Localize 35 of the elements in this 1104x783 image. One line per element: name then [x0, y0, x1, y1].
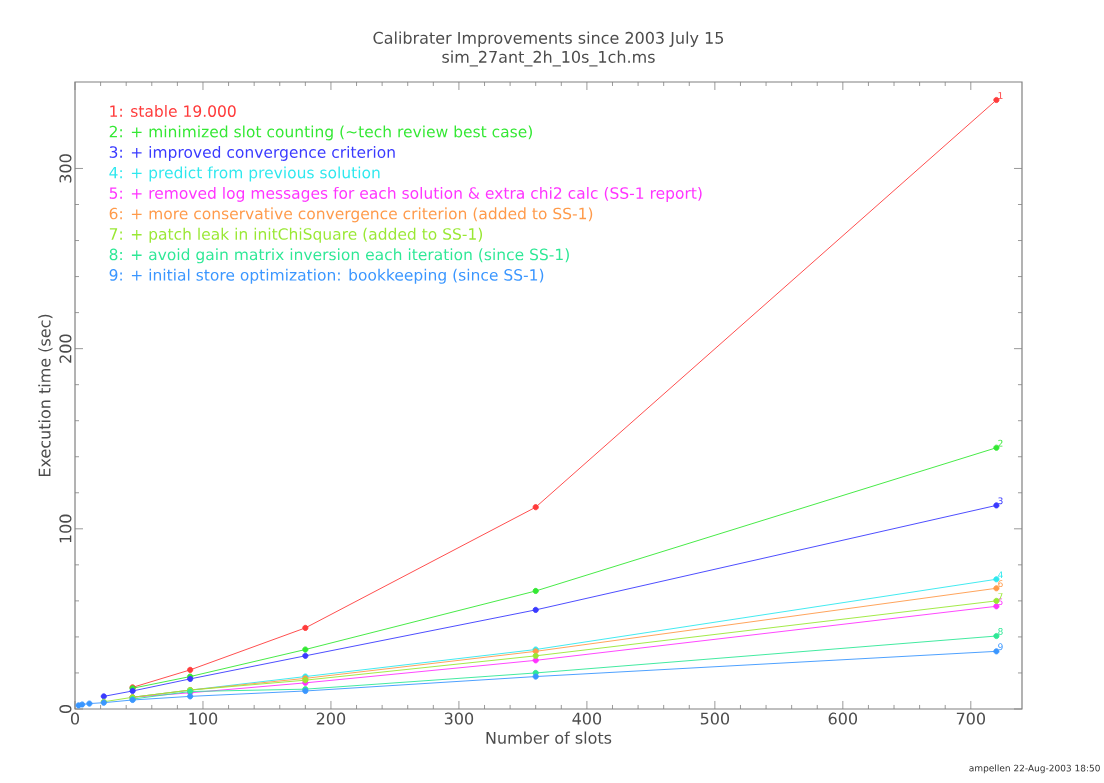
annotation: 6: [998, 580, 1003, 588]
text: 6: + more conservative convergence criterion (added to SS-1): [109, 207, 593, 223]
text: 1: stable 19.000: [110, 104, 236, 117]
text: ampellen 22-Aug-2003 18:50: [969, 764, 1100, 774]
chart-subtitle: sim_27ant_2h_10s_1ch.ms: [442, 50, 655, 67]
annotation: 1: [998, 92, 1003, 99]
x-tick-label: 300: [444, 712, 474, 725]
x-tick-label: 0: [70, 712, 80, 725]
text: 3: + improved convergence criterion: [109, 145, 395, 161]
x-tick-label: 100: [189, 712, 218, 725]
y-tick-label: 300: [59, 154, 72, 183]
annotation: 2: [998, 439, 1003, 447]
x-tick-label: 700: [956, 712, 985, 725]
annotation: 8: [998, 628, 1003, 635]
x-tick-label: 500: [700, 712, 730, 725]
y-tick-label: 100: [59, 514, 72, 543]
x-tick-label: 200: [316, 712, 346, 725]
x-axis-title: Number of slots: [486, 731, 612, 744]
chart-title: Calibrater Improvements since 2003 July 15: [373, 31, 724, 47]
annotation: 4: [998, 571, 1003, 579]
annotation: 7: [998, 593, 1003, 600]
x-tick-label: 600: [828, 712, 858, 725]
x-tick-label: 400: [572, 712, 602, 725]
text: 8: + avoid gain matrix inversion each iteration (since SS-1): [109, 248, 569, 264]
text: 5: + removed log messages for each solution & extra chi2 calc (SS-1 report): [109, 186, 702, 202]
text: 2: + minimized slot counting (~tech review best case): [109, 125, 532, 141]
text: 9: + initial store optimization: bookkeeping (since SS-1): [109, 268, 544, 284]
text: 7: + patch leak in initChiSquare (added to SS-1): [109, 227, 483, 243]
annotation: 9: [998, 643, 1003, 651]
y-tick-label: 0: [59, 704, 72, 714]
annotation: 3: [998, 497, 1003, 505]
y-axis-title: Execution time (sec): [38, 314, 53, 477]
y-tick-label: 200: [59, 334, 72, 363]
annotation: 5: [998, 598, 1003, 606]
text: 4: + predict from previous solution: [109, 166, 380, 182]
